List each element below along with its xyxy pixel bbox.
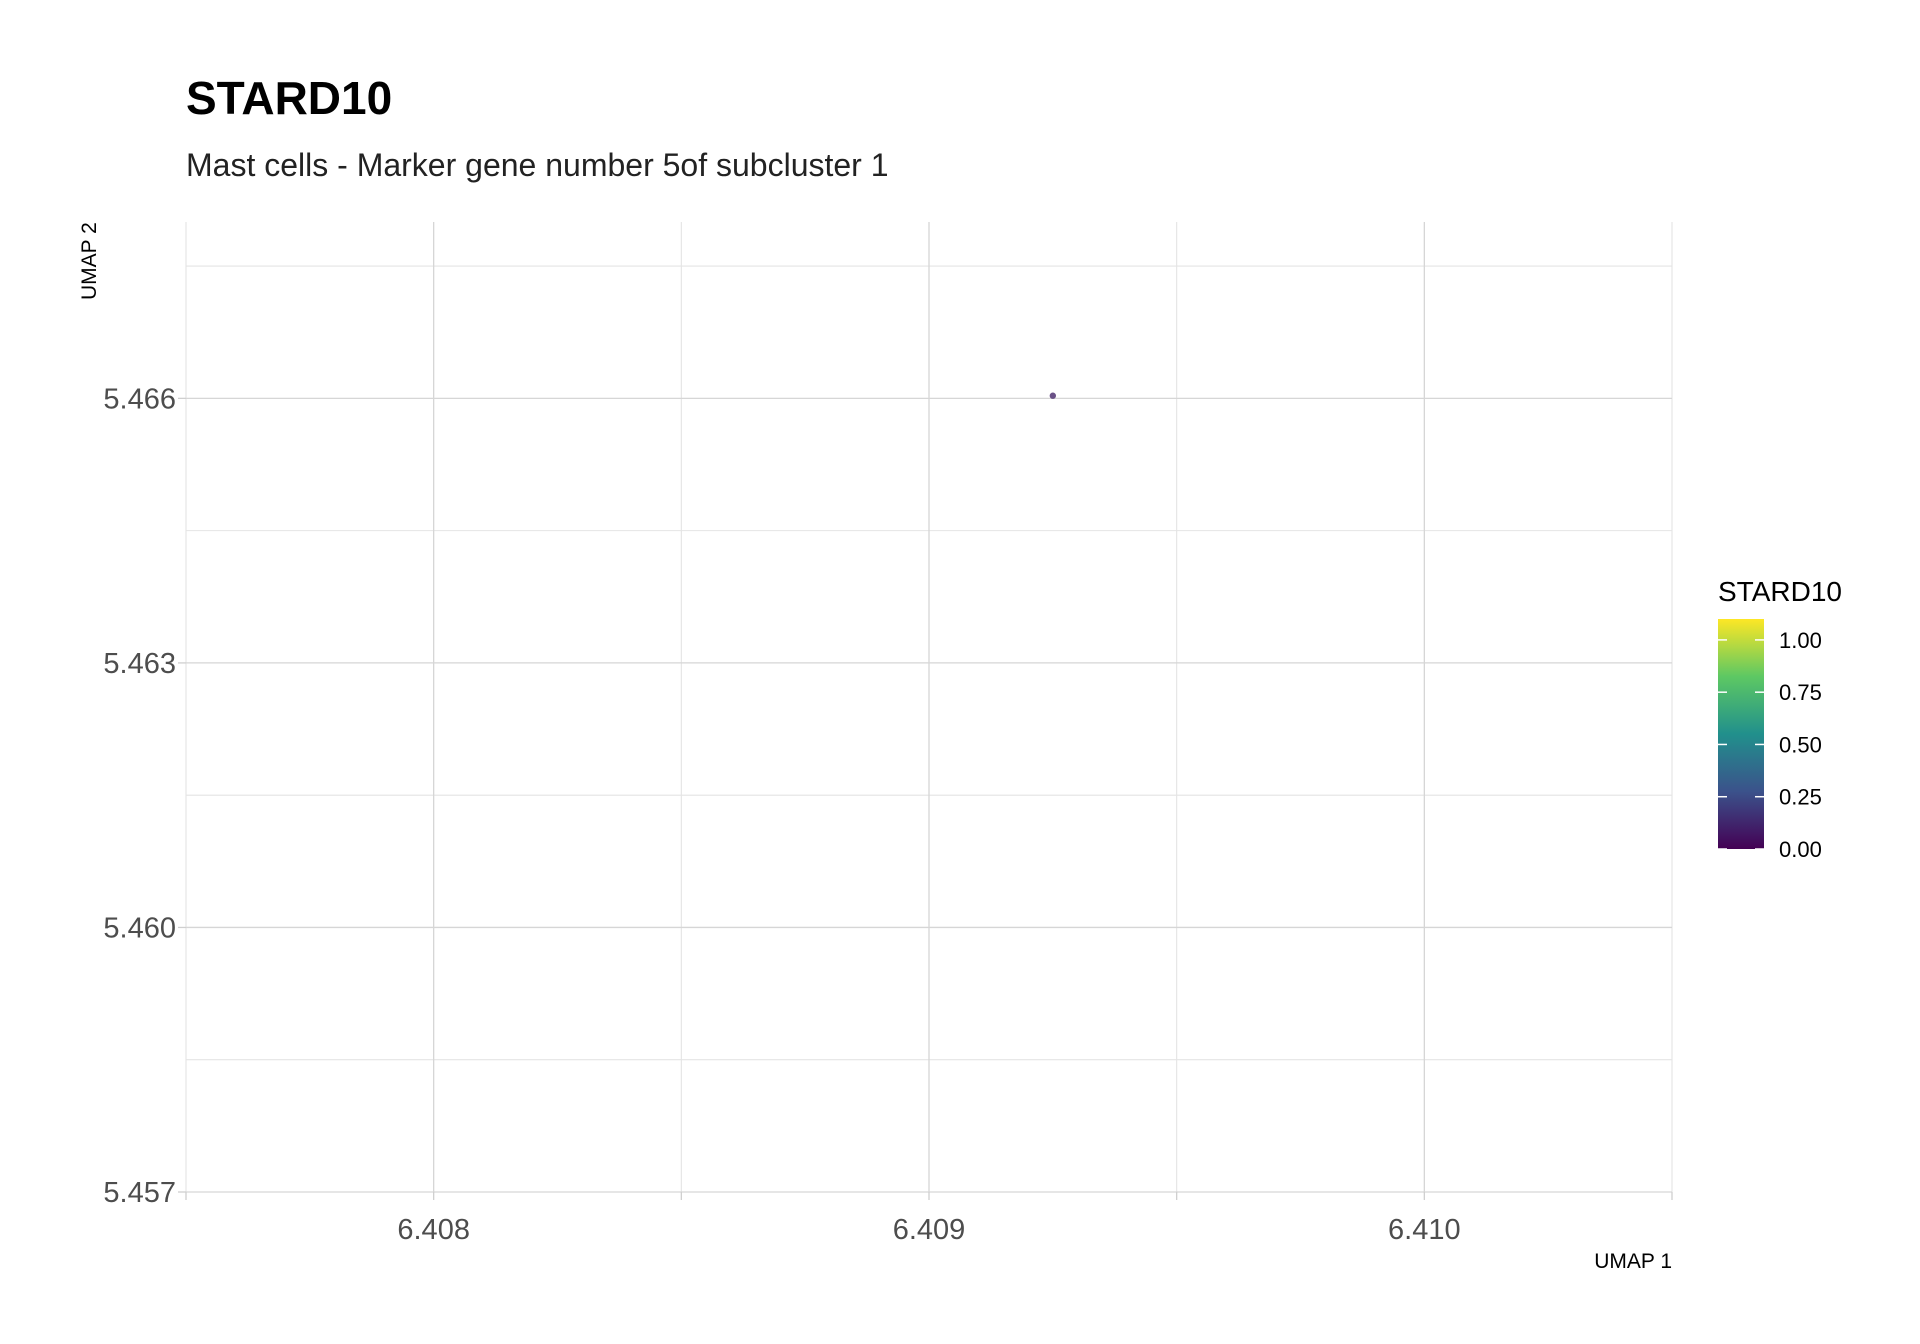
x-tick-label: 6.408 [397,1214,470,1246]
y-tick-label: 5.460 [103,912,176,944]
x-axis-tick-labels: 6.408 6.409 6.410 [397,1214,1460,1246]
scatter-points [1049,392,1057,399]
x-axis-label: UMAP 1 [1594,1250,1672,1273]
legend: STARD10 0.00 0.25 0.50 0.75 1.00 [1718,576,1842,862]
y-axis-label: UMAP 2 [78,222,101,300]
x-tick-label: 6.409 [893,1214,966,1246]
y-axis-tickmarks [178,397,186,1193]
legend-tick-label: 0.50 [1779,732,1822,757]
legend-ticks: 0.00 0.25 0.50 0.75 1.00 [1718,628,1822,862]
chart-subtitle: Mast cells - Marker gene number 5of subc… [186,147,889,183]
y-tick-label: 5.457 [103,1177,176,1209]
scatter-point [1049,392,1057,399]
x-tick-label: 6.410 [1388,1214,1461,1246]
major-gridlines [186,222,1672,1193]
x-axis-tickmarks [185,1192,1673,1200]
y-tick-label: 5.463 [103,648,176,680]
legend-tick-label: 0.75 [1779,680,1822,705]
legend-tick-label: 0.25 [1779,785,1822,810]
legend-colorbar [1718,619,1764,849]
y-axis-tick-labels: 5.457 5.460 5.463 5.466 [103,383,176,1209]
y-tick-label: 5.466 [103,383,176,415]
legend-tick-label: 1.00 [1779,628,1822,653]
legend-title: STARD10 [1718,576,1842,607]
chart-title: STARD10 [186,72,392,124]
legend-tick-label: 0.00 [1779,837,1822,862]
